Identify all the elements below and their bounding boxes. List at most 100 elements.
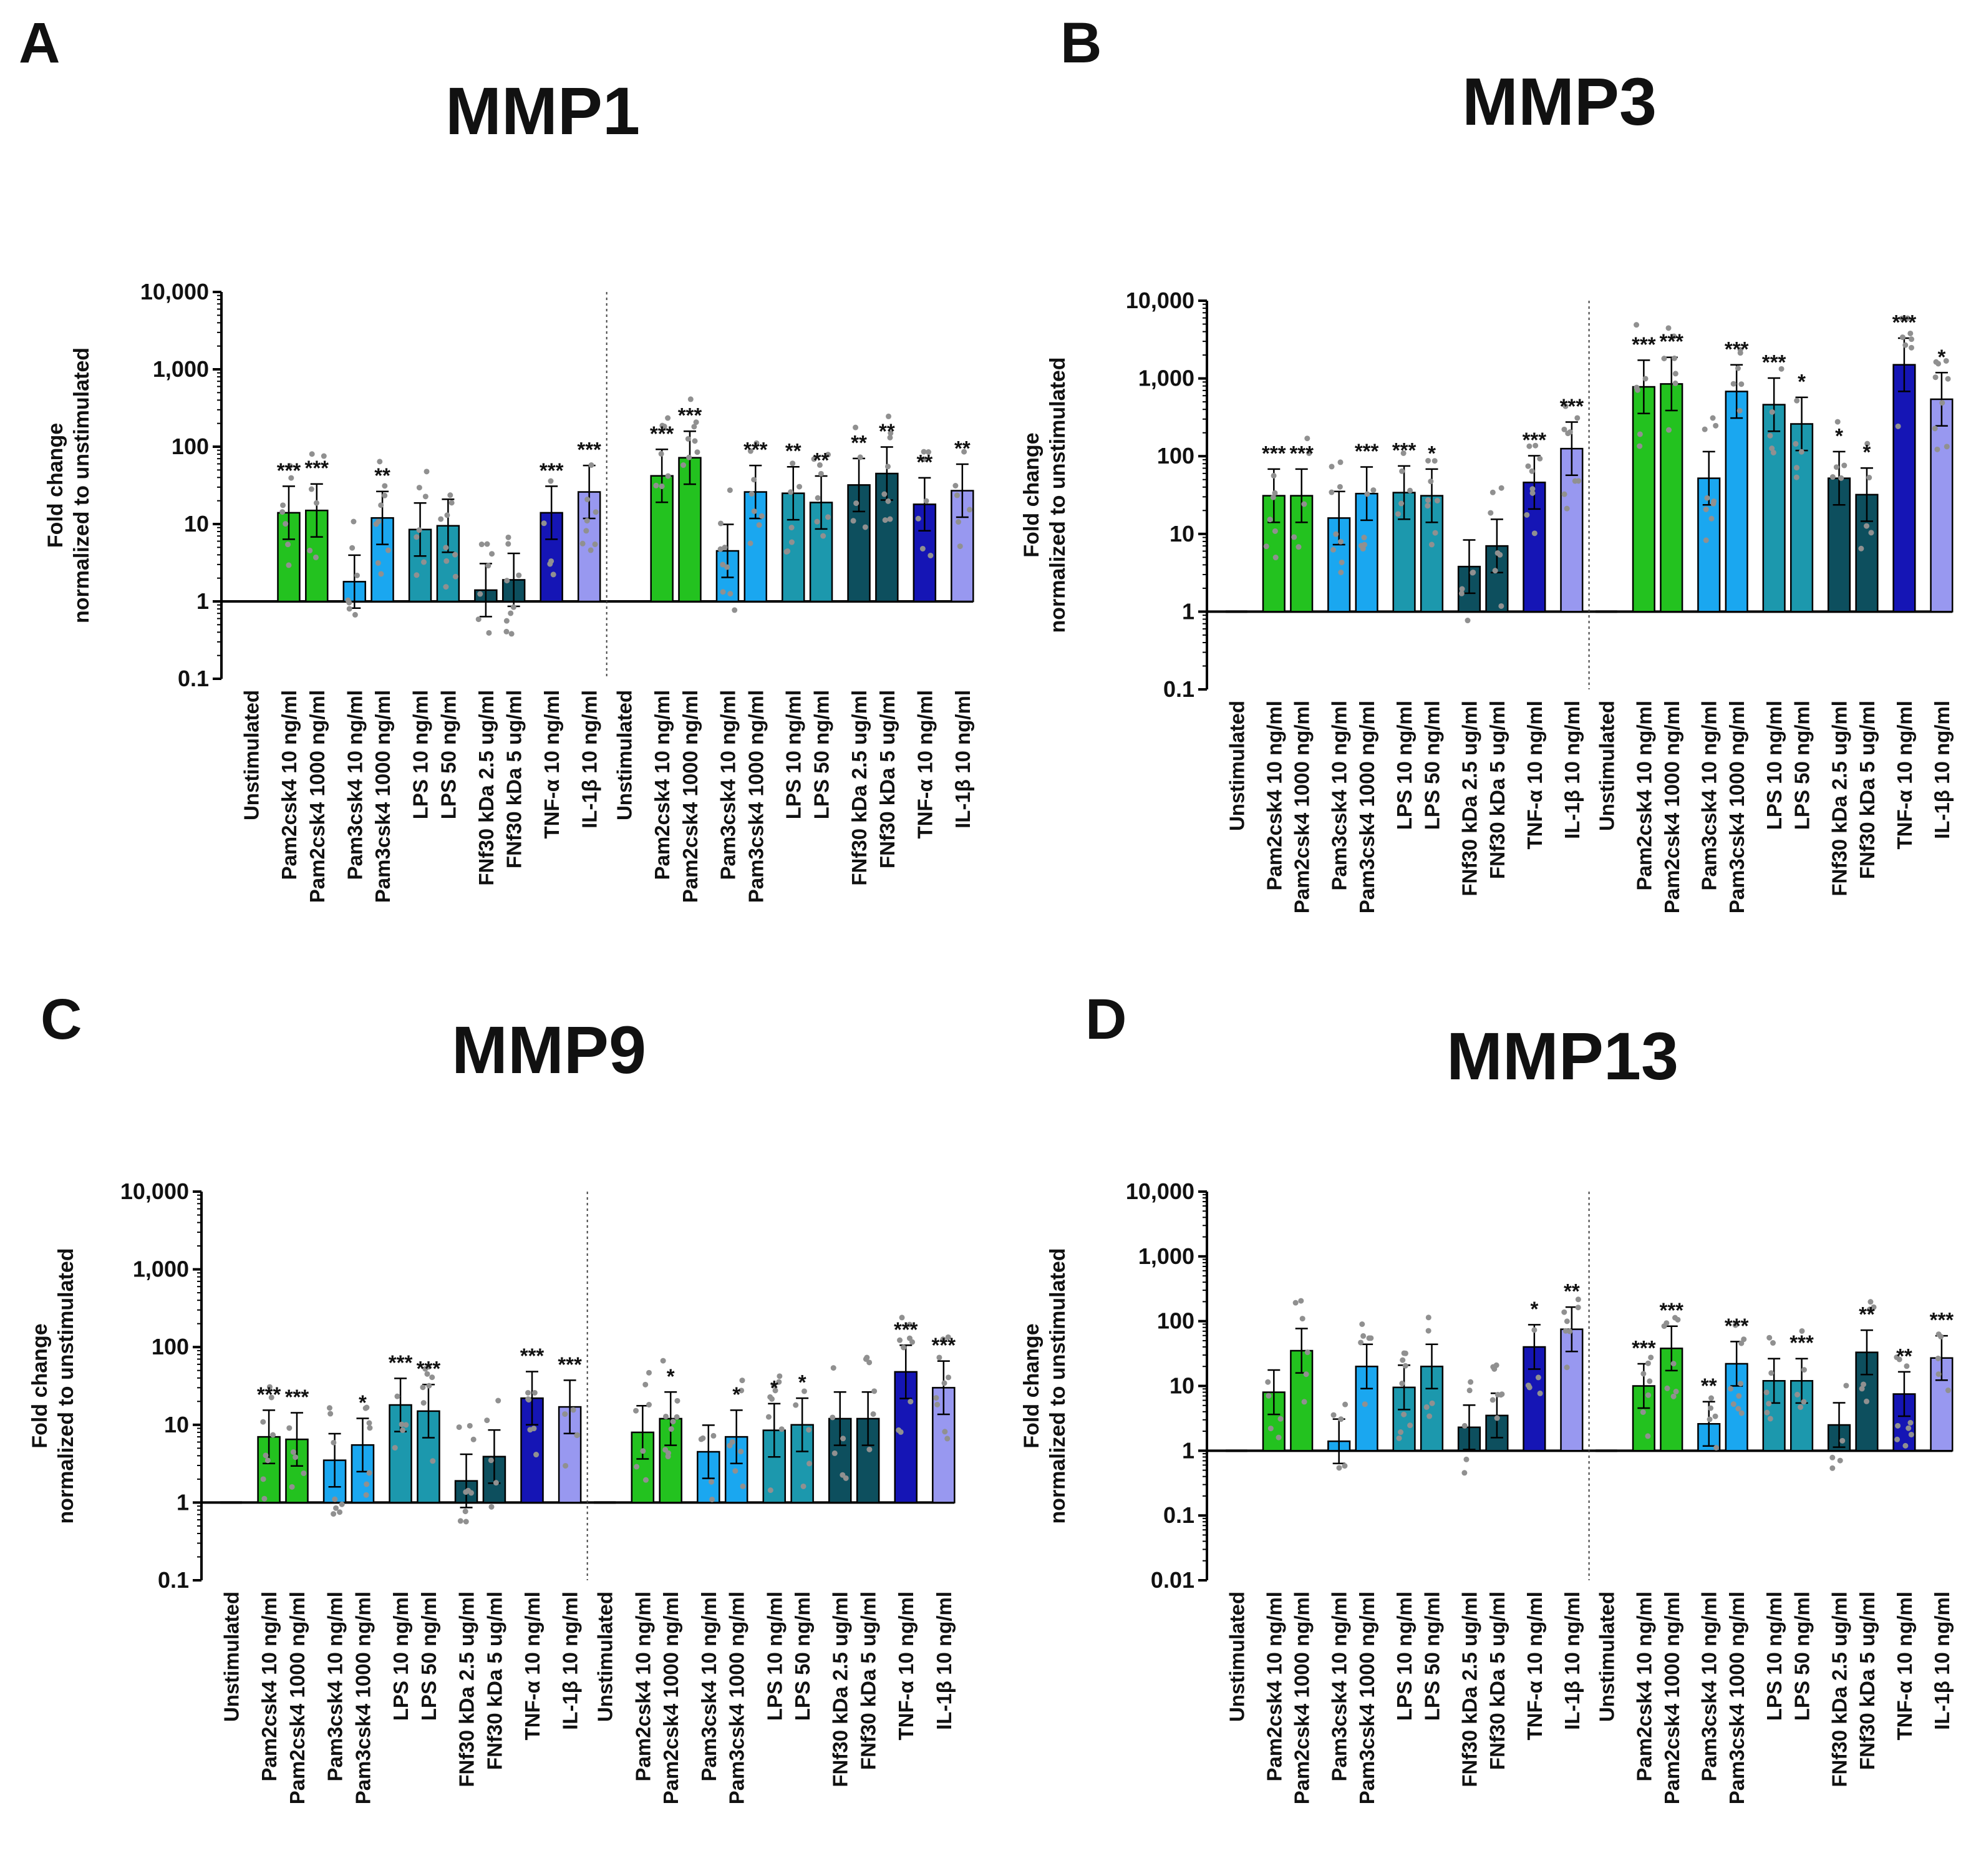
data-point (1933, 359, 1939, 365)
y-axis-label: normalized to unstimulated (1046, 357, 1070, 633)
data-point (674, 1397, 680, 1404)
data-point (1265, 1379, 1271, 1385)
bar (1660, 383, 1683, 613)
data-point (776, 1379, 782, 1385)
data-point (1864, 1398, 1870, 1404)
data-point (1533, 442, 1539, 449)
data-point (1368, 1335, 1374, 1341)
data-point (1537, 455, 1543, 462)
data-point (394, 1393, 400, 1399)
data-point (806, 1427, 812, 1433)
data-point (426, 1383, 432, 1389)
data-point (531, 1389, 538, 1396)
data-point (485, 563, 492, 569)
data-point (1428, 542, 1435, 548)
data-point (1431, 458, 1438, 464)
significance-label: *** (1632, 1336, 1656, 1359)
y-tick-label: 10 (164, 1412, 189, 1437)
significance-label: *** (1790, 1331, 1814, 1354)
y-tick-label: 10 (184, 511, 209, 537)
data-point (1304, 435, 1310, 442)
data-point (579, 540, 586, 547)
data-point (1402, 1350, 1408, 1356)
x-tick-label: LPS 10 ng/ml (389, 1592, 412, 1721)
significance-label: ** (374, 464, 390, 487)
x-tick-label: LPS 50 ng/ml (1421, 701, 1444, 830)
data-point (351, 518, 357, 525)
data-point (1703, 537, 1709, 543)
data-point (1766, 1401, 1772, 1407)
data-point (1489, 489, 1496, 495)
panel-letter: D (1085, 988, 1126, 1051)
y-tick-label: 1 (177, 1489, 189, 1515)
data-point (722, 545, 728, 551)
data-point (1864, 440, 1871, 447)
data-point (268, 1394, 274, 1401)
y-tick-label: 1 (1182, 1437, 1194, 1463)
x-tick-label: FNf30 kDa 5 ug/ml (876, 690, 899, 868)
significance-label: *** (1660, 330, 1684, 353)
data-point (1407, 487, 1413, 493)
data-point (686, 454, 692, 460)
data-point (1833, 464, 1839, 470)
data-point (732, 607, 738, 613)
x-tick-label: LPS 50 ng/ml (1791, 701, 1814, 830)
data-point (680, 462, 687, 469)
data-point (753, 440, 760, 446)
data-point (1837, 1457, 1843, 1464)
x-tick-label: Pam2csk4 1000 ng/ml (1660, 1592, 1683, 1804)
x-tick-label: Pam3csk4 1000 ng/ml (725, 1592, 748, 1804)
data-point (1670, 1393, 1677, 1399)
data-point (662, 1447, 669, 1453)
data-point (1770, 449, 1776, 455)
data-point (756, 522, 762, 528)
x-tick-label: Pam2csk4 1000 ng/ml (306, 690, 329, 903)
x-tick-label: IL-1β 10 ng/ml (578, 690, 601, 829)
data-point (1945, 1388, 1951, 1394)
x-tick-label: Pam2csk4 10 ng/ml (258, 1592, 281, 1782)
data-point (1713, 1445, 1720, 1451)
data-point (420, 1384, 426, 1391)
data-point (1661, 356, 1667, 362)
data-point (1561, 1309, 1567, 1315)
y-tick-label: 10,000 (1126, 288, 1194, 313)
data-point (424, 469, 430, 475)
data-point (899, 1315, 905, 1321)
data-point (961, 449, 967, 455)
data-point (1263, 543, 1269, 550)
data-point (633, 1407, 639, 1414)
x-tick-label: LPS 50 ng/ml (1421, 1592, 1444, 1721)
data-point (897, 1337, 903, 1343)
data-point (533, 1452, 540, 1458)
data-point (952, 483, 959, 489)
data-point (1535, 1374, 1541, 1381)
data-point (785, 548, 791, 555)
data-point (1841, 462, 1848, 469)
data-point (927, 552, 934, 558)
data-point (1338, 569, 1344, 575)
x-tick-label: IL-1β 10 ng/ml (951, 690, 974, 829)
data-point (1708, 1395, 1714, 1401)
significance-label: *** (1262, 442, 1286, 465)
data-point (1934, 446, 1940, 452)
data-point (1524, 512, 1530, 518)
data-point (1463, 1456, 1470, 1462)
significance-label: * (732, 1383, 740, 1406)
data-point (1908, 344, 1914, 351)
data-point (788, 489, 794, 495)
data-point (1466, 1388, 1473, 1394)
data-point (366, 1470, 372, 1476)
data-point (1728, 1386, 1734, 1392)
data-point (923, 498, 929, 504)
data-point (1935, 1355, 1941, 1361)
significance-label: *** (894, 1318, 918, 1341)
x-tick-label: TNF-α 10 ng/ml (1893, 701, 1916, 849)
data-point (888, 430, 894, 436)
chart-panel-a: A MMP1 Fold change normalized to unstimulat… (19, 11, 974, 903)
data-point (488, 1504, 495, 1510)
data-point (1703, 506, 1709, 512)
data-point (1498, 485, 1504, 491)
x-tick-label: Pam2csk4 1000 ng/ml (1291, 1592, 1314, 1804)
data-point (385, 547, 391, 553)
data-point (1732, 1322, 1738, 1328)
